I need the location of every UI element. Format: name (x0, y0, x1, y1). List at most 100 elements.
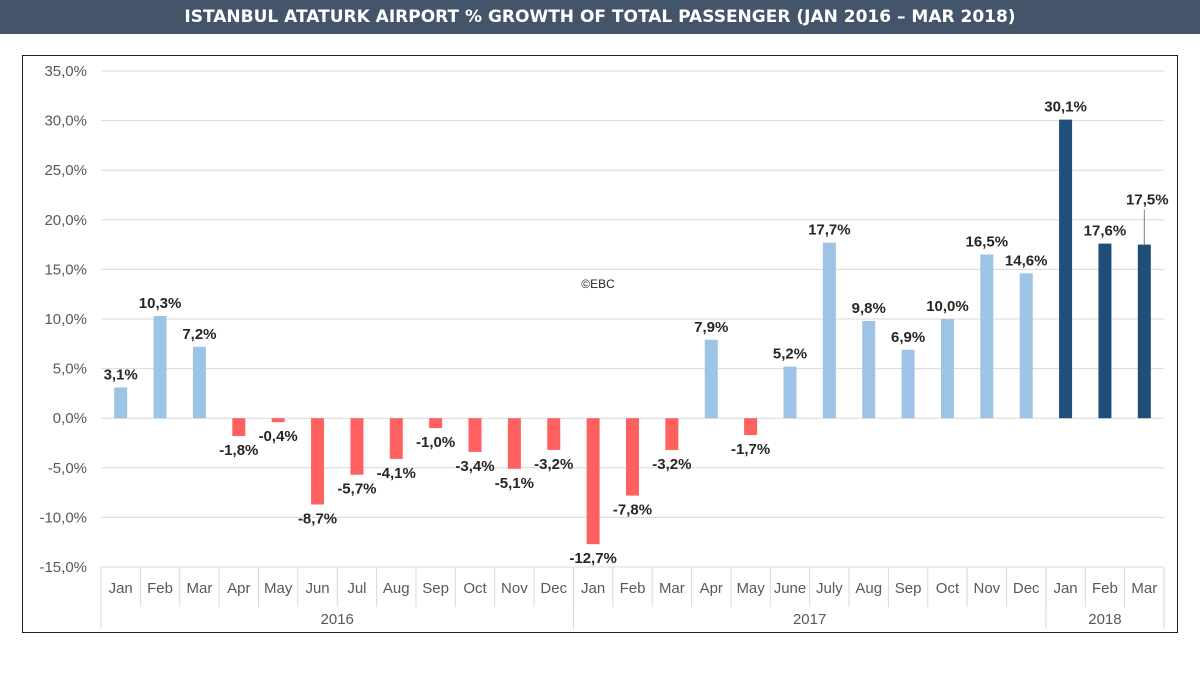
x-tick-label: Aug (383, 580, 410, 597)
data-label: -3,2% (534, 456, 573, 473)
data-label: -7,8% (613, 502, 652, 519)
y-tick-label: -10,0% (39, 509, 87, 526)
x-tick-label: Oct (936, 580, 960, 597)
data-label: 17,5% (1126, 192, 1169, 209)
y-tick-label: -15,0% (39, 559, 87, 576)
bar (586, 418, 600, 545)
x-tick-label: Jun (305, 580, 329, 597)
chart-title: ISTANBUL ATATURK AIRPORT % GROWTH OF TOT… (0, 0, 1200, 34)
bar (980, 254, 994, 419)
data-label: 17,6% (1084, 223, 1127, 240)
data-label: -1,8% (219, 442, 258, 459)
data-label: 17,7% (808, 222, 851, 239)
x-tick-label: Jan (581, 580, 605, 597)
bar (1059, 119, 1073, 419)
data-label: -12,7% (569, 550, 617, 567)
x-tick-label: Sep (422, 580, 449, 597)
data-label: 3,1% (104, 366, 138, 383)
x-tick-label: July (816, 580, 843, 597)
x-tick-label: Nov (973, 580, 1000, 597)
y-tick-label: 30,0% (44, 113, 87, 130)
data-label: -1,7% (731, 441, 770, 458)
x-tick-label: May (736, 580, 765, 597)
x-group-label: 2016 (321, 611, 354, 628)
x-tick-label: Oct (463, 580, 487, 597)
bars (114, 119, 1151, 545)
data-label: -5,7% (337, 481, 376, 498)
y-tick-label: 5,0% (53, 361, 87, 378)
bar (429, 418, 443, 429)
data-label: -0,4% (259, 428, 298, 445)
x-tick-label: Apr (700, 580, 723, 597)
x-tick-label: Nov (501, 580, 528, 597)
data-label: -4,1% (377, 465, 416, 482)
x-tick-label: May (264, 580, 293, 597)
x-tick-label: Mar (659, 580, 685, 597)
bar (350, 418, 364, 475)
data-label: 7,2% (182, 326, 216, 343)
x-tick-label: Mar (187, 580, 213, 597)
bar (1137, 244, 1151, 419)
x-tick-label: Jan (109, 580, 133, 597)
data-label: -3,4% (455, 458, 494, 475)
data-label: 14,6% (1005, 252, 1048, 269)
bar (114, 387, 128, 419)
chart-frame: 3,1% 10,3% 7,2% -1,8% -0,4% -8,7% -5,7% -4,1% -1… (22, 55, 1178, 633)
data-label: 10,0% (926, 298, 969, 315)
bar (507, 418, 521, 469)
bar (940, 319, 954, 419)
x-tick-label: Mar (1131, 580, 1157, 597)
bar (311, 418, 325, 505)
data-labels: 3,1%10,3%7,2%-1,8%-0,4%-8,7%-5,7%-4,1%-1… (104, 99, 1169, 568)
data-label: -3,2% (652, 456, 691, 473)
x-tick-label: Jan (1053, 580, 1077, 597)
data-label: 10,3% (139, 295, 182, 312)
x-tick-label: Feb (1092, 580, 1118, 597)
bar (232, 418, 246, 437)
data-label: -5,1% (495, 475, 534, 492)
bar (665, 418, 679, 450)
y-tick-label: 20,0% (44, 212, 87, 229)
data-label: 30,1% (1044, 99, 1087, 116)
bar (1019, 273, 1033, 419)
bar (626, 418, 639, 496)
bar (271, 418, 285, 423)
x-tick-label: Aug (855, 580, 882, 597)
y-tick-label: 10,0% (44, 311, 87, 328)
bar (1098, 243, 1112, 419)
x-tick-label: Feb (147, 580, 173, 597)
data-label: 5,2% (773, 346, 807, 363)
x-tick-label: Dec (1013, 580, 1040, 597)
x-tick-label: Jul (347, 580, 366, 597)
data-label: 16,5% (966, 234, 1009, 251)
bar (192, 346, 206, 419)
x-tick-label: June (774, 580, 807, 597)
bar (901, 349, 915, 419)
bar (744, 418, 758, 436)
bar (389, 418, 403, 459)
data-label: 7,9% (694, 319, 728, 336)
y-tick-label: 15,0% (44, 261, 87, 278)
bar (547, 418, 561, 450)
x-group-label: 2018 (1088, 611, 1121, 628)
bar (862, 320, 876, 419)
x-tick-label: Sep (895, 580, 922, 597)
bar (468, 418, 482, 452)
y-tick-label: 35,0% (44, 63, 87, 80)
x-group-label: 2017 (793, 611, 826, 628)
bar-chart: 3,1%10,3%7,2%-1,8%-0,4%-8,7%-5,7%-4,1%-1… (39, 63, 1169, 629)
bar (783, 366, 797, 419)
watermark: ©EBC (581, 277, 615, 291)
data-label: -1,0% (416, 434, 455, 451)
bar (704, 339, 718, 419)
data-label: -8,7% (298, 511, 337, 528)
bar (822, 242, 836, 419)
y-tick-label: 0,0% (53, 410, 87, 427)
x-tick-label: Feb (620, 580, 646, 597)
data-label: 9,8% (852, 300, 886, 317)
axes: 35,0% 30,0% 25,0% 20,0% 15,0% 10,0% 5,0% 0,0% -5… (39, 63, 1165, 629)
x-tick-label: Dec (540, 580, 567, 597)
x-tick-label: Apr (227, 580, 250, 597)
y-tick-label: -5,0% (48, 460, 87, 477)
bar (153, 316, 167, 419)
